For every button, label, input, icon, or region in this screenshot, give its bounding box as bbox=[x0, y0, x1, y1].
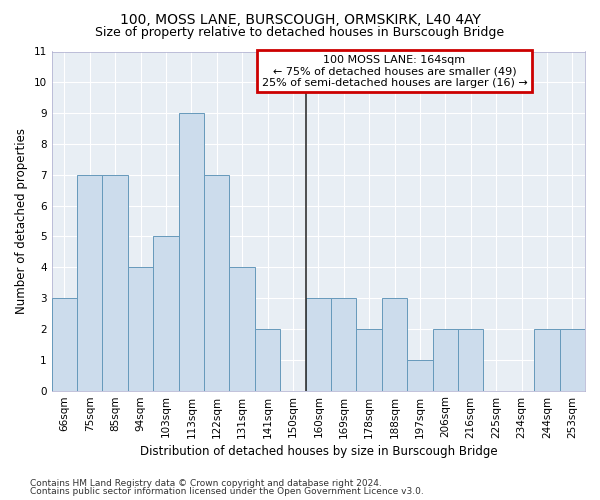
Bar bbox=[179, 113, 204, 390]
Bar bbox=[458, 329, 484, 390]
X-axis label: Distribution of detached houses by size in Burscough Bridge: Distribution of detached houses by size … bbox=[140, 444, 497, 458]
Y-axis label: Number of detached properties: Number of detached properties bbox=[15, 128, 28, 314]
Bar bbox=[204, 175, 229, 390]
Bar bbox=[382, 298, 407, 390]
Text: 100, MOSS LANE, BURSCOUGH, ORMSKIRK, L40 4AY: 100, MOSS LANE, BURSCOUGH, ORMSKIRK, L40… bbox=[119, 12, 481, 26]
Bar bbox=[128, 268, 153, 390]
Bar bbox=[255, 329, 280, 390]
Text: Size of property relative to detached houses in Burscough Bridge: Size of property relative to detached ho… bbox=[95, 26, 505, 39]
Text: 100 MOSS LANE: 164sqm
← 75% of detached houses are smaller (49)
25% of semi-deta: 100 MOSS LANE: 164sqm ← 75% of detached … bbox=[262, 54, 527, 88]
Bar bbox=[305, 298, 331, 390]
Bar bbox=[433, 329, 458, 390]
Bar bbox=[153, 236, 179, 390]
Bar bbox=[407, 360, 433, 390]
Text: Contains public sector information licensed under the Open Government Licence v3: Contains public sector information licen… bbox=[30, 487, 424, 496]
Bar bbox=[77, 175, 103, 390]
Bar bbox=[103, 175, 128, 390]
Bar bbox=[331, 298, 356, 390]
Bar bbox=[356, 329, 382, 390]
Bar bbox=[534, 329, 560, 390]
Text: Contains HM Land Registry data © Crown copyright and database right 2024.: Contains HM Land Registry data © Crown c… bbox=[30, 478, 382, 488]
Bar bbox=[229, 268, 255, 390]
Bar bbox=[52, 298, 77, 390]
Bar bbox=[560, 329, 585, 390]
